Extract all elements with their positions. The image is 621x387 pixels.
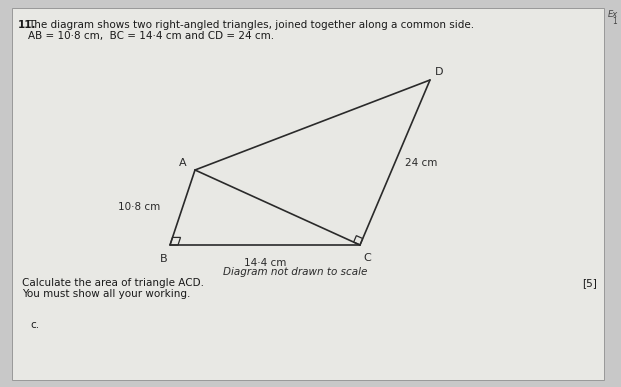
Text: 10·8 cm: 10·8 cm bbox=[118, 202, 160, 212]
Text: 1: 1 bbox=[612, 17, 617, 26]
Text: 24 cm: 24 cm bbox=[405, 158, 437, 168]
Text: D: D bbox=[435, 67, 443, 77]
Text: The diagram shows two right-angled triangles, joined together along a common sid: The diagram shows two right-angled trian… bbox=[28, 20, 474, 30]
Text: A: A bbox=[179, 158, 187, 168]
Text: AB = 10·8 cm,  BC = 14·4 cm and CD = 24 cm.: AB = 10·8 cm, BC = 14·4 cm and CD = 24 c… bbox=[28, 31, 274, 41]
Text: C: C bbox=[363, 253, 371, 263]
Text: [5]: [5] bbox=[582, 278, 597, 288]
Text: 14·4 cm: 14·4 cm bbox=[244, 258, 286, 268]
Text: You must show all your working.: You must show all your working. bbox=[22, 289, 191, 299]
Text: B: B bbox=[160, 254, 168, 264]
Text: Diagram not drawn to scale: Diagram not drawn to scale bbox=[223, 267, 367, 277]
Text: c.: c. bbox=[30, 320, 39, 330]
Text: Ex: Ex bbox=[608, 10, 619, 19]
Text: 11.: 11. bbox=[18, 20, 37, 30]
Text: Calculate the area of triangle ACD.: Calculate the area of triangle ACD. bbox=[22, 278, 204, 288]
